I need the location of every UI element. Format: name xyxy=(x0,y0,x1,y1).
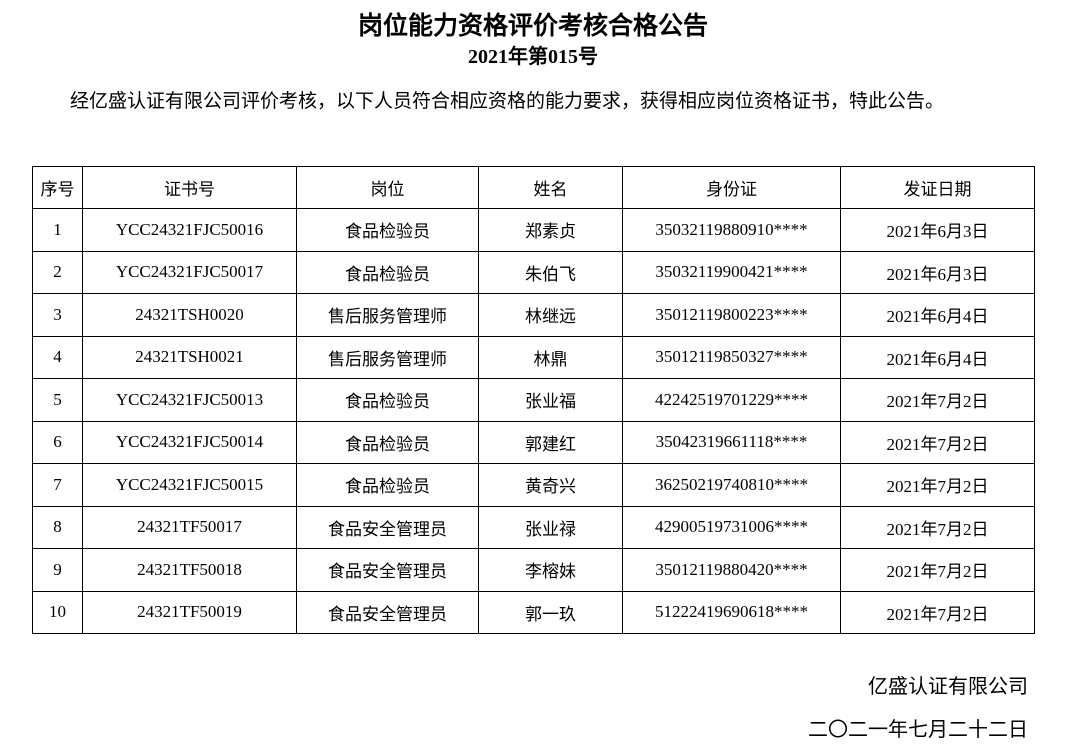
table-row: 1 YCC24321FJC50016 食品检验员 郑素贞 35032119880910*… xyxy=(32,208,1035,252)
table-row: 9 24321TF50018 食品安全管理员 李榕妹 35012119880420***… xyxy=(32,548,1035,592)
col-issue-date-cell: 2021年6月3日 xyxy=(840,250,1035,294)
col-issue-date-cell: 2021年7月2日 xyxy=(840,505,1035,549)
col-name-cell: 张业禄 xyxy=(478,505,623,549)
col-position-cell: 食品检验员 xyxy=(296,378,479,422)
col-id-number-cell: 36250219740810**** xyxy=(622,463,841,507)
table-row: 5 YCC24321FJC50013 食品检验员 张业福 42242519701229*… xyxy=(32,378,1035,422)
col-name-cell: 黄奇兴 xyxy=(478,463,623,507)
col-issue-date-cell: 2021年6月4日 xyxy=(840,293,1035,337)
col-certificate-number-cell: YCC24321FJC50013 xyxy=(82,378,297,422)
col-index-cell: 3 xyxy=(32,293,83,337)
col-index-cell: 8 xyxy=(32,505,83,549)
col-position-cell: 食品安全管理员 xyxy=(296,590,479,634)
col-index-cell: 10 xyxy=(32,590,83,634)
col-name-cell: 郑素贞 xyxy=(478,208,623,252)
table-row: 2 YCC24321FJC50017 食品检验员 朱伯飞 35032119900421*… xyxy=(32,250,1035,294)
col-position-cell: 食品检验员 xyxy=(296,208,479,252)
table-row: 3 24321TSH0020 售后服务管理师 林继远 35012119800223***… xyxy=(32,293,1035,337)
col-position-cell: 食品检验员 xyxy=(296,420,479,464)
col-id-number-cell: 42242519701229**** xyxy=(622,378,841,422)
col-issue-date-cell: 2021年7月2日 xyxy=(840,463,1035,507)
col-id-number-cell: 35012119850327**** xyxy=(622,335,841,379)
col-index-cell: 2 xyxy=(32,250,83,294)
col-name-cell: 郭建红 xyxy=(478,420,623,464)
col-index-cell: 9 xyxy=(32,548,83,592)
table-header-row: 序号 证书号 岗位 姓名 身份证 发证日期 xyxy=(32,166,1035,209)
col-id-number-cell: 35012119800223**** xyxy=(622,293,841,337)
col-certificate-number-cell: 24321TF50018 xyxy=(82,548,297,592)
col-certificate-number-cell: YCC24321FJC50017 xyxy=(82,250,297,294)
col-certificate-number-cell: YCC24321FJC50014 xyxy=(82,420,297,464)
col-index-cell: 4 xyxy=(32,335,83,379)
col-issue-date-cell: 2021年7月2日 xyxy=(840,378,1035,422)
certificate-table: 序号 证书号 岗位 姓名 身份证 发证日期 1 YCC24321FJC50016 食品检验员郑… xyxy=(32,166,1035,634)
col-index-cell: 5 xyxy=(32,378,83,422)
col-name-cell: 林鼎 xyxy=(478,335,623,379)
announcement-number: 2021年第015号 xyxy=(468,46,598,68)
col-issue-date-cell: 2021年6月3日 xyxy=(840,208,1035,252)
col-name-cell: 张业福 xyxy=(478,378,623,422)
col-id-number-cell: 35032119900421**** xyxy=(622,250,841,294)
table-row: 4 24321TSH0021 售后服务管理师 林鼎 35012119850327****… xyxy=(32,335,1035,379)
intro-paragraph: 经亿盛认证有限公司评价考核，以下人员符合相应资格的能力要求，获得相应岗位资格证书… xyxy=(70,91,945,112)
col-name-cell: 李榕妹 xyxy=(478,548,623,592)
col-certificate-number-cell: 24321TSH0021 xyxy=(82,335,297,379)
col-position-cell: 售后服务管理师 xyxy=(296,335,479,379)
table-row: 8 24321TF50017 食品安全管理员 张业禄 42900519731006***… xyxy=(32,505,1035,549)
col-id-number-cell: 35032119880910**** xyxy=(622,208,841,252)
col-index-cell: 6 xyxy=(32,420,83,464)
col-issue-date-cell: 2021年7月2日 xyxy=(840,420,1035,464)
col-id-number-cell: 35012119880420**** xyxy=(622,548,841,592)
col-id-number-cell: 35042319661118**** xyxy=(622,420,841,464)
col-position-cell: 食品检验员 xyxy=(296,463,479,507)
issue-date: 二〇二一年七月二十二日 xyxy=(808,719,1028,741)
table-body: 1 YCC24321FJC50016 食品检验员 郑素贞 35032119880910*… xyxy=(32,208,1035,634)
col-certificate-number-cell: YCC24321FJC50015 xyxy=(82,463,297,507)
header-col-issue-date: 发证日期 xyxy=(840,166,1035,209)
col-issue-date-cell: 2021年6月4日 xyxy=(840,335,1035,379)
col-issue-date-cell: 2021年7月2日 xyxy=(840,548,1035,592)
header-col-position: 岗位 xyxy=(296,166,479,209)
col-name-cell: 郭一玖 xyxy=(478,590,623,634)
col-index-cell: 1 xyxy=(32,208,83,252)
col-issue-date-cell: 2021年7月2日 xyxy=(840,590,1035,634)
col-position-cell: 食品检验员 xyxy=(296,250,479,294)
table-row: 6 YCC24321FJC50014 食品检验员 郭建红 35042319661118*… xyxy=(32,420,1035,464)
col-certificate-number-cell: 24321TF50019 xyxy=(82,590,297,634)
col-certificate-number-cell: 24321TSH0020 xyxy=(82,293,297,337)
table-row: 7 YCC24321FJC50015 食品检验员 黄奇兴 36250219740810*… xyxy=(32,463,1035,507)
header-col-index: 序号 xyxy=(32,166,83,209)
col-index-cell: 7 xyxy=(32,463,83,507)
col-id-number-cell: 42900519731006**** xyxy=(622,505,841,549)
col-position-cell: 食品安全管理员 xyxy=(296,505,479,549)
col-certificate-number-cell: YCC24321FJC50016 xyxy=(82,208,297,252)
header-col-name: 姓名 xyxy=(478,166,623,209)
col-name-cell: 林继远 xyxy=(478,293,623,337)
header-col-id-number: 身份证 xyxy=(622,166,841,209)
col-id-number-cell: 51222419690618**** xyxy=(622,590,841,634)
col-name-cell: 朱伯飞 xyxy=(478,250,623,294)
issuer-company: 亿盛认证有限公司 xyxy=(868,676,1028,698)
header-col-certificate-number: 证书号 xyxy=(82,166,297,209)
col-certificate-number-cell: 24321TF50017 xyxy=(82,505,297,549)
page-title: 岗位能力资格评价考核合格公告 xyxy=(357,13,708,40)
col-position-cell: 食品安全管理员 xyxy=(296,548,479,592)
table-row: 10 24321TF50019 食品安全管理员 郭一玖 51222419690618**… xyxy=(32,590,1035,634)
col-position-cell: 售后服务管理师 xyxy=(296,293,479,337)
